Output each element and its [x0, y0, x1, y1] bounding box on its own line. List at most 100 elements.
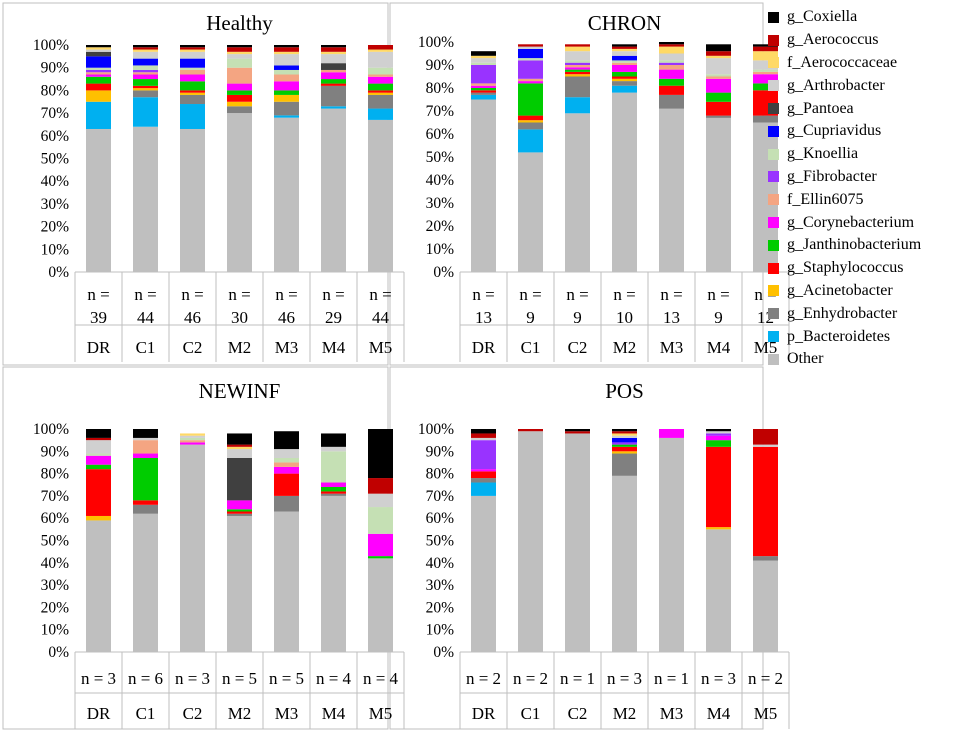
y-tick-label: 40%: [426, 172, 455, 189]
bar-segment: [274, 65, 299, 70]
bar-segment: [659, 85, 684, 95]
bar-segment: [133, 69, 158, 73]
y-tick-label: 100%: [418, 34, 454, 51]
bar-segment: [86, 69, 111, 73]
legend: g_Coxiella g_Aerococcus f_Aerococcaceae …: [768, 6, 960, 371]
bar-segment: [133, 79, 158, 86]
bar-segment: [227, 500, 252, 510]
bar-segment: [227, 90, 252, 95]
bar-segment: [180, 440, 205, 443]
y-tick-label: 0%: [48, 644, 69, 661]
bar-segment: [86, 437, 111, 441]
category-label: M2: [613, 704, 637, 723]
bar-segment: [753, 115, 778, 123]
legend-item-ellin6075: f_Ellin6075: [768, 188, 960, 211]
bar-segment: [86, 45, 111, 48]
bar-segment: [133, 74, 158, 80]
bar-segment: [274, 431, 299, 450]
bar-segment: [471, 437, 496, 441]
bar-segment: [706, 92, 731, 102]
y-tick-label: 30%: [41, 577, 70, 594]
sample-size-label: n =: [181, 285, 203, 304]
bar-segment: [753, 429, 778, 445]
chart-title: Healthy: [206, 11, 273, 35]
bar-segment: [321, 51, 346, 55]
legend-label: g_Janthinobacterium: [787, 236, 922, 254]
bar-segment: [753, 556, 778, 561]
bar-segment: [180, 81, 205, 91]
category-label: C2: [183, 704, 203, 723]
legend-item-knoellia: g_Knoellia: [768, 143, 960, 166]
legend-item-coxiella: g_Coxiella: [768, 6, 960, 29]
bar-segment: [659, 46, 684, 54]
bar-segment: [180, 51, 205, 59]
bar-segment: [321, 108, 346, 272]
bar-segment: [518, 48, 543, 59]
bar-segment: [227, 67, 252, 84]
sample-size-label: n = 3: [81, 669, 116, 688]
bar-segment: [321, 106, 346, 109]
bar-segment: [321, 491, 346, 494]
y-tick-label: 70%: [426, 103, 455, 120]
bar-segment: [612, 433, 637, 436]
bar-segment: [659, 62, 684, 65]
legend-item-arthrobacter: g_Arthrobacter: [768, 74, 960, 97]
bar-segment: [753, 71, 778, 75]
bar-segment: [471, 495, 496, 652]
legend-label: g_Aerococcus: [787, 31, 879, 49]
bar-segment: [471, 92, 496, 95]
bar-segment: [612, 92, 637, 272]
bar-segment: [565, 51, 590, 61]
bar-segment: [274, 69, 299, 75]
bar-segment: [565, 97, 590, 114]
bar-segment: [471, 94, 496, 100]
legend-swatch: [768, 285, 779, 297]
legend-swatch: [768, 103, 779, 115]
bar-segment: [274, 51, 299, 55]
sample-size-label: 13: [663, 308, 680, 327]
bar-segment: [612, 475, 637, 652]
bar-segment: [227, 113, 252, 272]
bar-segment: [321, 85, 346, 107]
bar-segment: [471, 83, 496, 86]
bar-segment: [612, 62, 637, 65]
y-tick-label: 60%: [426, 510, 455, 527]
y-tick-label: 70%: [426, 488, 455, 505]
category-label: M5: [754, 338, 778, 357]
bar-segment: [659, 53, 684, 61]
bar-segment: [274, 462, 299, 467]
bar-segment: [180, 45, 205, 48]
bar-segment: [565, 62, 590, 65]
sample-size-label: n =: [87, 285, 109, 304]
category-label: C1: [521, 338, 541, 357]
sample-size-label: n =: [369, 285, 391, 304]
y-tick-label: 60%: [41, 128, 70, 145]
sample-size-label: n =: [707, 285, 729, 304]
y-tick-label: 50%: [426, 533, 455, 550]
bar-segment: [86, 440, 111, 454]
bar-segment: [86, 520, 111, 652]
bar-segment: [133, 429, 158, 438]
bar-segment: [471, 433, 496, 438]
bar-segment: [133, 500, 158, 505]
bar-segment: [274, 495, 299, 512]
y-tick-label: 0%: [48, 264, 69, 281]
sample-size-label: n = 2: [466, 669, 501, 688]
y-tick-label: 80%: [41, 466, 70, 483]
bar-segment: [86, 83, 111, 91]
bar-segment: [133, 65, 158, 70]
sample-size-label: n =: [322, 285, 344, 304]
bar-segment: [612, 435, 637, 438]
bar-segment: [274, 117, 299, 272]
category-label: DR: [472, 338, 496, 357]
bar-segment: [180, 433, 205, 436]
y-tick-label: 20%: [426, 218, 455, 235]
sample-size-label: n = 5: [222, 669, 257, 688]
bar-segment: [368, 74, 393, 77]
bar-segment: [659, 42, 684, 45]
bar-segment: [471, 429, 496, 434]
bar-segment: [321, 72, 346, 80]
sample-size-label: n = 4: [316, 669, 352, 688]
bar-segment: [706, 433, 731, 436]
bar-segment: [471, 440, 496, 470]
